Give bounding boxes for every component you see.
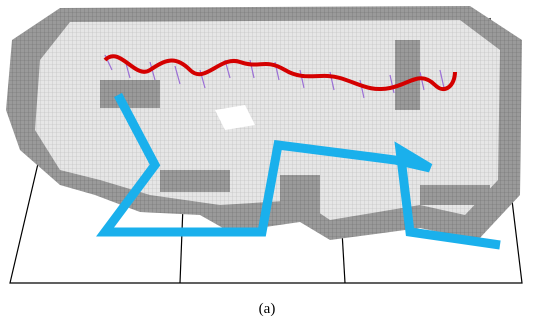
flight-path (103, 54, 457, 92)
caption: (a) (259, 301, 276, 317)
ground-path (96, 92, 501, 250)
